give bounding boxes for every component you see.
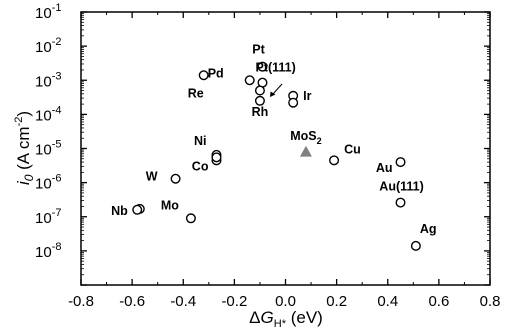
x-tick-label: 0.8: [480, 293, 501, 310]
y-tick-label: 10-3: [35, 70, 61, 90]
data-points: [132, 61, 421, 251]
x-tick-labels: -0.8 -0.6 -0.4 -0.2 0.0 0.2 0.4 0.6 0.8: [68, 293, 500, 310]
y-tick-labels: 10-8 10-7 10-6 10-5 10-4 10-3 10-2 10-1: [35, 2, 61, 261]
point-marker: [132, 204, 143, 215]
point-marker: [244, 75, 255, 86]
point-marker: [211, 152, 222, 163]
x-tick-label: 0.2: [326, 293, 347, 310]
y-tick-label: 10-7: [35, 207, 61, 227]
x-tick-label: 0.6: [428, 293, 449, 310]
x-tick-label: 0.0: [275, 293, 296, 310]
point-label: W: [146, 170, 158, 184]
x-tick-label: -0.4: [170, 293, 196, 310]
point-marker: [170, 173, 181, 184]
y-axis-title: i0 (A cm-2): [13, 111, 36, 185]
point-labels: Pt Pt(111) Pd Rh Re Ir Ni Co W Nb Mo Cu Au Au(111) Ag M…: [111, 43, 436, 236]
pt111-leader-arrowhead: [270, 91, 276, 97]
point-marker: [410, 240, 421, 251]
x-tick-label: 0.4: [377, 293, 398, 310]
point-label: Pd: [208, 66, 224, 80]
point-label: Co: [192, 159, 209, 173]
axis-ticks: [80, 11, 491, 286]
point-label: MoS2: [290, 129, 321, 146]
point-label: Mo: [161, 198, 179, 212]
point-label: Pt(111): [255, 61, 295, 75]
point-marker: [185, 213, 196, 224]
point-label: Ni: [194, 134, 207, 148]
point-marker: [395, 197, 406, 208]
point-marker: [288, 97, 299, 108]
point-label: Cu: [344, 142, 361, 156]
point-label: Re: [188, 86, 204, 100]
point-label: Rh: [252, 105, 269, 119]
point-marker: [254, 85, 265, 96]
plot-frame: [80, 11, 491, 286]
y-tick-label: 10-4: [35, 104, 61, 124]
y-tick-label: 10-1: [35, 2, 61, 22]
point-label: Ag: [420, 222, 437, 236]
pt111-leader-line: [271, 83, 283, 96]
x-axis-title: ΔGH* (eV): [249, 308, 323, 330]
y-tick-label: 10-6: [35, 173, 61, 193]
point-label: Pt: [252, 43, 265, 57]
x-tick-label: -0.2: [221, 293, 247, 310]
point-label: Au(111): [379, 180, 423, 194]
point-marker: [395, 157, 406, 168]
point-marker: [254, 95, 265, 106]
y-tick-label: 10-5: [35, 139, 61, 159]
point-marker: [257, 61, 268, 72]
point-marker: [198, 70, 209, 81]
x-tick-label: -0.8: [68, 293, 94, 310]
triangle-marker: [299, 145, 312, 157]
point-label: Nb: [111, 204, 128, 218]
point-marker: [329, 155, 340, 166]
y-tick-label: 10-8: [35, 241, 61, 261]
point-label: Ir: [303, 89, 311, 103]
point-label: Au: [376, 161, 393, 175]
x-tick-label: -0.6: [119, 293, 145, 310]
y-tick-label: 10-2: [35, 36, 61, 56]
